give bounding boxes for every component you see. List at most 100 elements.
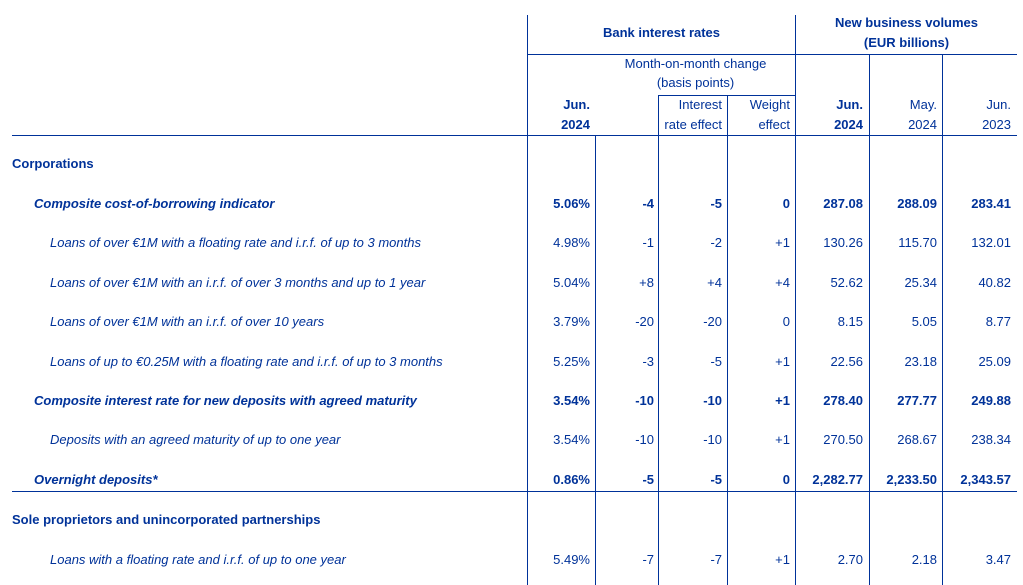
col-header-vol-jun24-year: 2024	[834, 117, 863, 132]
mom-header: Month-on-month change	[624, 56, 767, 71]
cell-we: +1	[775, 235, 790, 250]
row-label: Loans with a floating rate and i.r.f. of…	[50, 552, 346, 567]
col-header-vol-jun24: Jun.	[836, 97, 863, 112]
cell-vol-may24: 5.05	[911, 314, 937, 329]
cell-vol-jun24: 278.40	[823, 393, 863, 408]
cell-rate: 3.79%	[553, 314, 590, 329]
col-header-ire: Interest	[678, 97, 722, 112]
cell-vol-jun24: 2,282.77	[812, 472, 863, 487]
cell-mom: -20	[635, 314, 654, 329]
cell-mom: -7	[642, 552, 654, 567]
cell-rate: 5.25%	[553, 354, 590, 369]
row-label: Composite interest rate for new deposits…	[34, 393, 417, 408]
cell-ire: +4	[707, 275, 722, 290]
cell-vol-jun23: 25.09	[978, 354, 1011, 369]
col-header-we-2: effect	[758, 117, 790, 132]
cell-rate: 3.54%	[553, 393, 590, 408]
col-header-ire-2: rate effect	[664, 117, 722, 132]
cell-rate: 0.86%	[553, 472, 590, 487]
cell-mom: -3	[642, 354, 654, 369]
row-label: Loans of over €1M with a floating rate a…	[50, 235, 421, 250]
cell-ire: -2	[710, 235, 722, 250]
header-divider	[527, 54, 1017, 55]
mom-header-unit: (basis points)	[656, 75, 735, 90]
cell-mom: -10	[635, 393, 654, 408]
cell-vol-jun24: 270.50	[823, 432, 863, 447]
col-divider	[942, 55, 943, 585]
header-divider	[658, 95, 795, 96]
cell-vol-jun24: 52.62	[830, 275, 863, 290]
bank-rates-header: Bank interest rates	[602, 25, 721, 40]
col-divider	[727, 95, 728, 585]
cell-mom: -5	[642, 472, 654, 487]
cell-ire: -5	[710, 196, 722, 211]
cell-vol-jun24: 287.08	[823, 196, 863, 211]
row-label: Loans of up to €0.25M with a floating ra…	[50, 354, 443, 369]
cell-we: +1	[775, 432, 790, 447]
cell-vol-may24: 2,233.50	[886, 472, 937, 487]
header-bottom-rule	[12, 135, 1017, 136]
col-header-vol-jun23: Jun.	[986, 97, 1011, 112]
cell-ire: -5	[710, 354, 722, 369]
cell-ire: -10	[703, 393, 722, 408]
col-divider	[527, 15, 528, 585]
col-header-vol-may24: May.	[909, 97, 937, 112]
section-rule	[12, 491, 1017, 492]
col-divider	[658, 95, 659, 585]
cell-rate: 5.04%	[553, 275, 590, 290]
cell-we: 0	[782, 472, 790, 487]
cell-ire: -10	[703, 432, 722, 447]
cell-ire: -5	[710, 472, 722, 487]
col-header-rate: Jun.	[563, 97, 590, 112]
row-label: Overnight deposits*	[34, 472, 158, 487]
cell-vol-jun24: 8.15	[837, 314, 863, 329]
row-label: Composite cost-of-borrowing indicator	[34, 196, 275, 211]
cell-ire: -20	[703, 314, 722, 329]
cell-rate: 5.06%	[553, 196, 590, 211]
cell-rate: 3.54%	[553, 432, 590, 447]
cell-rate: 5.49%	[553, 552, 590, 567]
cell-mom: -4	[642, 196, 654, 211]
cell-we: 0	[782, 196, 790, 211]
cell-vol-jun23: 2,343.57	[960, 472, 1011, 487]
cell-vol-may24: 2.18	[911, 552, 937, 567]
col-divider	[595, 135, 596, 585]
cell-we: 0	[782, 314, 790, 329]
cell-we: +4	[775, 275, 790, 290]
cell-mom: -10	[635, 432, 654, 447]
row-label: Deposits with an agreed maturity of up t…	[50, 432, 341, 447]
volumes-header-unit: (EUR billions)	[863, 35, 950, 50]
cell-mom: +8	[639, 275, 654, 290]
cell-vol-may24: 277.77	[897, 393, 937, 408]
cell-vol-jun23: 238.34	[971, 432, 1011, 447]
cell-vol-jun23: 8.77	[985, 314, 1011, 329]
volumes-header: New business volumes	[834, 15, 979, 30]
cell-vol-may24: 23.18	[904, 354, 937, 369]
col-divider	[795, 15, 796, 585]
cell-vol-jun24: 2.70	[837, 552, 863, 567]
cell-vol-may24: 25.34	[904, 275, 937, 290]
col-header-vol-may24-year: 2024	[908, 117, 937, 132]
col-header-rate-year: 2024	[561, 117, 590, 132]
cell-vol-jun23: 132.01	[971, 235, 1011, 250]
cell-vol-jun23: 249.88	[971, 393, 1011, 408]
cell-vol-jun24: 130.26	[823, 235, 863, 250]
row-label: Loans of over €1M with an i.r.f. of over…	[50, 275, 426, 290]
section-title-corporations: Corporations	[12, 156, 94, 171]
cell-vol-jun23: 283.41	[971, 196, 1011, 211]
cell-vol-may24: 268.67	[897, 432, 937, 447]
cell-we: +1	[775, 354, 790, 369]
col-header-vol-jun23-year: 2023	[982, 117, 1011, 132]
cell-vol-jun24: 22.56	[830, 354, 863, 369]
cell-mom: -1	[642, 235, 654, 250]
cell-vol-jun23: 3.47	[985, 552, 1011, 567]
cell-vol-jun23: 40.82	[978, 275, 1011, 290]
cell-vol-may24: 288.09	[897, 196, 937, 211]
row-label: Loans of over €1M with an i.r.f. of over…	[50, 314, 325, 329]
cell-we: +1	[775, 552, 790, 567]
cell-we: +1	[775, 393, 790, 408]
col-header-we: Weight	[749, 97, 790, 112]
cell-ire: -7	[710, 552, 722, 567]
col-divider	[869, 55, 870, 585]
